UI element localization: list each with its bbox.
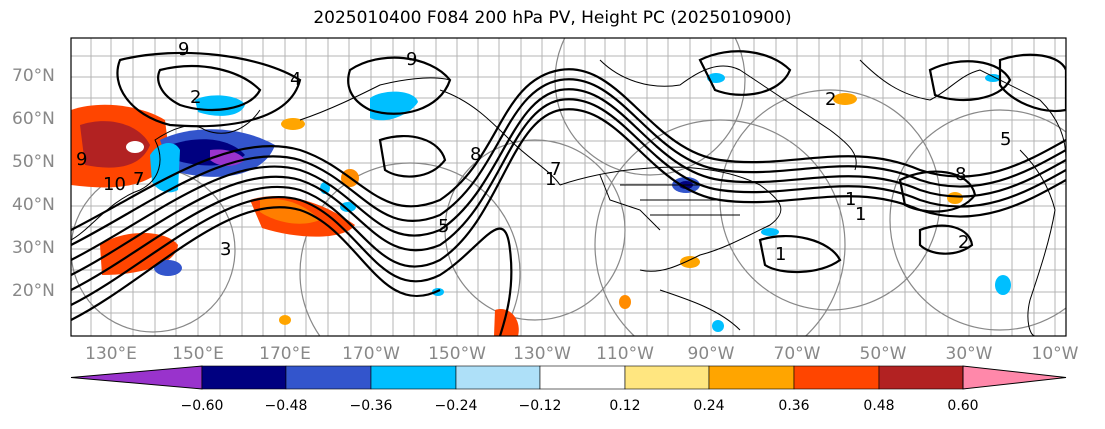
colorbar-tick-label: −0.36: [349, 398, 393, 414]
lon-label: 10°W: [1031, 344, 1079, 364]
lat-label: 60°N: [12, 109, 55, 129]
colorbar-tick-label: 0.24: [693, 398, 725, 414]
colorbar-tick-label: −0.48: [264, 398, 308, 414]
colorbar-segment: [624, 365, 710, 390]
contour-label: 2: [825, 89, 836, 110]
colorbar-tick-label: −0.12: [518, 398, 562, 414]
contour-label: 8: [470, 144, 481, 165]
contour-label: 5: [438, 216, 449, 237]
colorbar-segment: [793, 365, 880, 390]
contour-label: 9: [406, 49, 417, 70]
contour-label: 7: [133, 169, 144, 190]
contour-label: 4: [290, 69, 301, 90]
colorbar-segment: [201, 365, 287, 390]
height-contours: [71, 50, 1066, 336]
contour-label: 10: [103, 174, 126, 195]
map-frame: [70, 37, 1067, 337]
colorbar-tick-label: 0.36: [778, 398, 810, 414]
range-circles: [71, 38, 1066, 336]
contour-label: 5: [1000, 129, 1011, 150]
lon-label: 170°E: [259, 344, 311, 364]
lon-label: 130°E: [85, 344, 137, 364]
colorbar-segment: [962, 365, 1067, 390]
map-title: 2025010400 F084 200 hPa PV, Height PC (2…: [313, 8, 792, 28]
lat-label: 40°N: [12, 195, 55, 215]
colorbar-tick-label: −0.60: [180, 398, 224, 414]
contour-label: 9: [76, 149, 87, 170]
colorbar-tick-label: 0.48: [863, 398, 895, 414]
lat-label: 70°N: [12, 66, 55, 86]
lat-label: 30°N: [12, 238, 55, 258]
colorbar-segment: [878, 365, 964, 390]
lon-label: 70°W: [773, 344, 821, 364]
lon-label: 150°E: [172, 344, 224, 364]
lon-label: 90°W: [687, 344, 735, 364]
contour-label: 8: [1075, 64, 1086, 85]
colorbar-segment: [708, 365, 795, 390]
lon-label: 150°W: [428, 344, 486, 364]
lon-label: 130°W: [513, 344, 571, 364]
lon-label: 110°W: [596, 344, 654, 364]
colorbar-segment: [285, 365, 372, 390]
colorbar-segment: [70, 365, 203, 390]
contour-label: 1: [775, 244, 786, 265]
contour-label: 3: [220, 239, 231, 260]
lon-label: 30°W: [945, 344, 993, 364]
contour-label: 1: [845, 189, 856, 210]
contour-label: 1: [855, 204, 866, 225]
lon-label: 170°W: [342, 344, 400, 364]
lon-label: 50°W: [859, 344, 907, 364]
colorbar-segment: [539, 365, 626, 390]
colorbar-tick-label: −0.24: [434, 398, 478, 414]
colorbar: [70, 365, 1067, 390]
colorbar-tick-label: 0.12: [609, 398, 641, 414]
colorbar-segment: [370, 365, 457, 390]
lat-label: 50°N: [12, 152, 55, 172]
contour-label: 8: [955, 164, 966, 185]
contour-label: 2: [958, 232, 969, 253]
colorbar-tick-label: 0.60: [947, 398, 979, 414]
contour-label: 9: [178, 39, 189, 60]
contour-label: 2: [190, 87, 201, 108]
contour-label: 3: [1078, 254, 1089, 275]
contour-label: 1: [545, 169, 556, 190]
contour-label: 7: [550, 159, 561, 180]
lat-label: 20°N: [12, 281, 55, 301]
coastlines: [71, 59, 1066, 336]
colorbar-segment: [455, 365, 541, 390]
